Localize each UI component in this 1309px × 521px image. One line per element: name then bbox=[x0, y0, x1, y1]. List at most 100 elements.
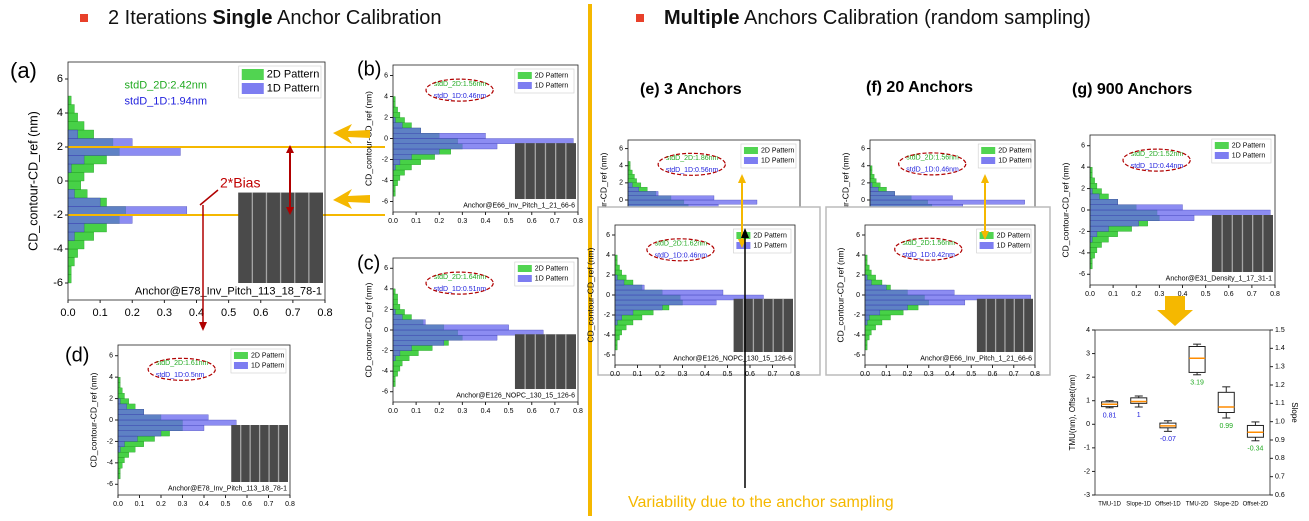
x-tick-label: 0.2 bbox=[655, 371, 665, 378]
box-panel: -3 -2 -1 0 1 2 3 4 0.6 0.7 0.8 0.9 1.0 1.1 1.2 1.3 1.4 1.… bbox=[1068, 327, 1299, 508]
x-tick-label: 0.1 bbox=[633, 371, 643, 378]
histogram-bar bbox=[392, 324, 509, 331]
histogram-bar bbox=[627, 186, 639, 192]
histogram-bar bbox=[864, 279, 872, 286]
y-tick-label: 2 bbox=[1081, 185, 1085, 192]
panel-label: (c) bbox=[357, 252, 380, 274]
y-tick-label: 2 bbox=[861, 180, 865, 187]
y2-axis-label: Slope bbox=[1290, 402, 1299, 423]
legend-swatch bbox=[743, 157, 758, 164]
y-tick-label: 0 bbox=[1081, 207, 1085, 214]
x-tick-label: 0.4 bbox=[199, 501, 209, 508]
x-tick-label: 0.6 bbox=[242, 501, 252, 508]
std-annotation: stdD_1D:0.51nm bbox=[434, 286, 487, 293]
histogram-bar bbox=[117, 425, 205, 431]
x-tick-label: 0.5 bbox=[221, 307, 236, 319]
y-tick-label: 2 bbox=[619, 180, 623, 187]
histogram-bar bbox=[614, 264, 620, 271]
histogram-bar bbox=[1089, 209, 1271, 216]
y-tick-label: 0 bbox=[109, 417, 113, 424]
y2-tick-label: 1.1 bbox=[1275, 400, 1285, 407]
y-tick-label: -6 bbox=[854, 352, 860, 359]
histogram-bar bbox=[864, 289, 955, 296]
histogram-bar bbox=[117, 446, 136, 453]
bullet bbox=[636, 14, 644, 22]
histogram-bar bbox=[67, 231, 75, 241]
histogram-bar bbox=[392, 304, 401, 310]
heading-part: Anchor Calibration bbox=[273, 7, 442, 29]
histogram-bar bbox=[117, 393, 125, 399]
y2-tick-label: 0.8 bbox=[1275, 455, 1285, 462]
legend-label: 1D Pattern bbox=[267, 82, 320, 94]
highlight-ellipse bbox=[1122, 148, 1191, 172]
histogram-bar bbox=[1089, 225, 1109, 232]
x-tick-label: 0.5 bbox=[1201, 291, 1211, 298]
y-axis-label: CD_contour-CD_ref (nm) bbox=[840, 152, 850, 247]
panel-label: (b) bbox=[357, 58, 381, 80]
histogram-bar bbox=[392, 106, 398, 113]
box-label: 0.81 bbox=[1103, 413, 1117, 420]
y-tick-label: 6 bbox=[57, 73, 63, 85]
x-tick-label: Offset-2D bbox=[1243, 502, 1269, 508]
histogram-bar bbox=[67, 163, 72, 173]
histogram-bar bbox=[392, 148, 440, 155]
legend-swatch bbox=[241, 69, 264, 80]
y-tick-label: -2 bbox=[107, 438, 113, 445]
histogram-bar bbox=[67, 172, 85, 182]
x-tick-label: 0.0 bbox=[610, 371, 620, 378]
legend-label: 1D Pattern bbox=[997, 242, 1031, 249]
std-annotation: stdD_1D:0.46nm bbox=[906, 167, 959, 174]
heading-bold: Single bbox=[213, 7, 273, 29]
y-tick-label: 2 bbox=[384, 306, 388, 313]
histogram-bar bbox=[614, 299, 717, 306]
histogram-bar bbox=[1089, 204, 1183, 211]
histogram-bar bbox=[614, 329, 622, 336]
legend-swatch bbox=[743, 147, 758, 154]
histogram-bar bbox=[392, 127, 421, 134]
histogram-bar bbox=[67, 146, 181, 156]
x-tick-label: 0.3 bbox=[678, 371, 688, 378]
x-tick-label: 0.8 bbox=[317, 307, 332, 319]
legend-label: 1D Pattern bbox=[998, 157, 1032, 164]
histogram-bar bbox=[614, 289, 724, 296]
box-label: -0.34 bbox=[1247, 446, 1263, 453]
histogram-bar bbox=[1089, 193, 1100, 200]
y-tick-label: 4 bbox=[861, 163, 865, 170]
panel-label: (d) bbox=[65, 344, 89, 366]
y-tick-label: -1 bbox=[1084, 445, 1090, 452]
legend-label: 2D Pattern bbox=[535, 72, 569, 79]
variability-note: Variability due to the anchor sampling bbox=[628, 494, 894, 511]
y-tick-label: -2 bbox=[604, 312, 610, 319]
legend-swatch bbox=[517, 82, 532, 89]
histogram-bar bbox=[614, 284, 645, 291]
y2-tick-label: 0.7 bbox=[1275, 474, 1285, 481]
y-tick-label: 0 bbox=[57, 175, 63, 187]
highlight-ellipse bbox=[425, 271, 494, 295]
histogram-bar bbox=[117, 435, 138, 442]
histogram-bar bbox=[392, 340, 445, 346]
x-tick-label: 0.2 bbox=[156, 501, 166, 508]
histogram-bar bbox=[67, 214, 133, 224]
x-tick-label: 0.6 bbox=[1224, 291, 1234, 298]
x-tick-label: 0.5 bbox=[221, 501, 231, 508]
std-annotation: stdD_2D:2.42nm bbox=[125, 79, 208, 91]
highlight-ellipse bbox=[147, 357, 216, 381]
y-tick-label: 2 bbox=[384, 114, 388, 121]
arrowhead bbox=[286, 207, 294, 215]
box-label: 3.19 bbox=[1190, 380, 1204, 387]
y-axis-label: CD_contour-CD_ref (nm) bbox=[585, 247, 595, 342]
y-tick-label: 4 bbox=[1086, 327, 1090, 334]
x-tick-label: 0.1 bbox=[92, 307, 107, 319]
legend-swatch bbox=[979, 242, 994, 249]
histogram-bar bbox=[627, 182, 633, 188]
histogram-bar bbox=[117, 430, 162, 437]
y2-tick-label: 0.9 bbox=[1275, 437, 1285, 444]
legend-label: 1D Pattern bbox=[535, 275, 569, 282]
y-tick-label: 0 bbox=[861, 197, 865, 204]
legend-swatch bbox=[1214, 142, 1229, 149]
panel-title: (f) 20 Anchors bbox=[866, 79, 973, 96]
histogram-bar bbox=[1089, 220, 1139, 227]
histogram-bar bbox=[864, 329, 872, 336]
legend-swatch bbox=[517, 265, 532, 272]
histogram-bar bbox=[627, 169, 633, 175]
